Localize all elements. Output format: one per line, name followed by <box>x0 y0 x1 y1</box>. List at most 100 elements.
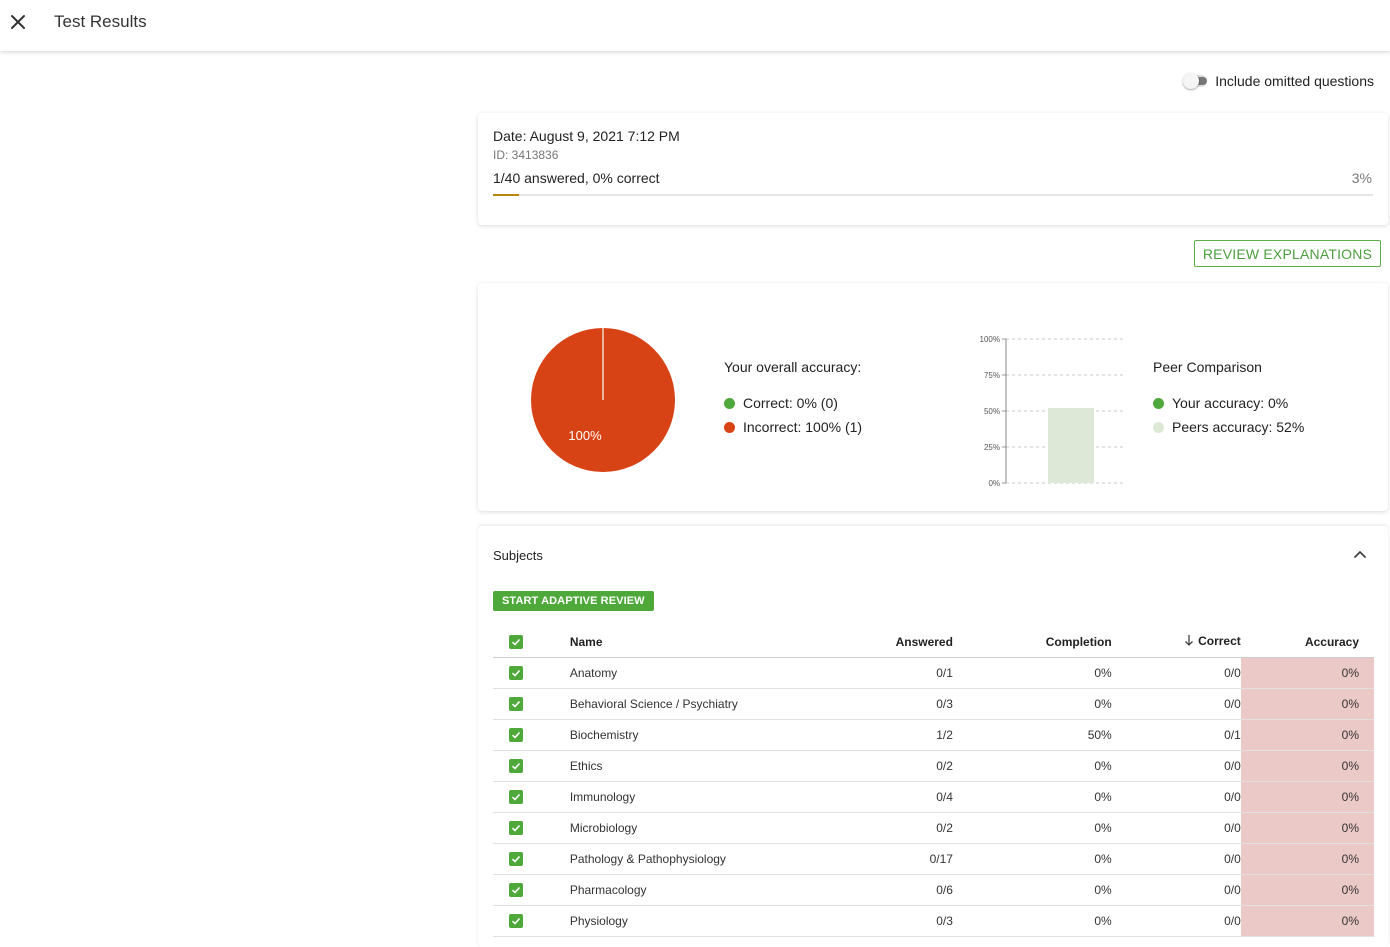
y-tick-label: 25% <box>984 443 1000 452</box>
column-header-correct-label: Correct <box>1198 634 1241 649</box>
subject-answered: 0/2 <box>774 812 953 844</box>
row-checkbox-cell <box>493 812 570 844</box>
sort-down-icon <box>1184 634 1194 649</box>
table-row: Pharmacology 0/6 0% 0/0 0% <box>493 874 1374 906</box>
subject-completion: 0% <box>952 905 1112 937</box>
table-row: Ethics 0/2 0% 0/0 0% <box>493 750 1374 782</box>
select-all-checkbox[interactable] <box>509 635 523 650</box>
include-omitted-toggle[interactable] <box>1183 73 1208 89</box>
y-tick-label: 50% <box>984 407 1000 416</box>
row-checkbox-cell <box>493 905 570 937</box>
row-checkbox[interactable] <box>509 882 523 897</box>
subject-accuracy: 0% <box>1240 812 1374 844</box>
subject-correct: 0/0 <box>1111 657 1241 689</box>
subject-completion: 0% <box>952 657 1112 689</box>
row-checkbox[interactable] <box>509 696 523 711</box>
answered-summary: 1/40 answered, 0% correct <box>493 170 660 186</box>
test-info-card: Date: August 9, 2021 7:12 PM ID: 3413836… <box>478 113 1388 225</box>
subject-answered: 0/6 <box>774 874 953 906</box>
subject-correct: 0/0 <box>1111 905 1241 937</box>
row-checkbox[interactable] <box>509 665 523 680</box>
review-explanations-button[interactable]: REVIEW EXPLANATIONS <box>1194 240 1381 267</box>
page-title: Test Results <box>54 12 147 31</box>
row-checkbox[interactable] <box>509 789 523 804</box>
subject-completion: 0% <box>952 812 1112 844</box>
progress-bar <box>493 194 1373 196</box>
subject-accuracy: 0% <box>1240 781 1374 813</box>
subject-completion: 0% <box>952 781 1112 813</box>
subject-correct: 0/0 <box>1111 688 1241 720</box>
table-row: Anatomy 0/1 0% 0/0 0% <box>493 657 1374 689</box>
table-row: Behavioral Science / Psychiatry 0/3 0% 0/0 0… <box>493 688 1374 720</box>
legend-incorrect: Incorrect: 100% (1) <box>724 415 862 439</box>
column-header-answered[interactable]: Answered <box>774 627 953 658</box>
y-tick-label: 0% <box>988 479 1000 488</box>
subject-name: Microbiology <box>569 812 775 844</box>
row-checkbox-cell <box>493 719 570 751</box>
subjects-table-body: Anatomy 0/1 0% 0/0 0% Behavioral Science / Ps… <box>493 657 1374 937</box>
row-checkbox-cell <box>493 874 570 906</box>
legend-correct-label: Correct: 0% (0) <box>743 395 838 411</box>
subject-accuracy: 0% <box>1240 657 1374 689</box>
y-tick-label: 75% <box>984 371 1000 380</box>
subject-name: Ethics <box>569 750 775 782</box>
progress-fill <box>493 194 520 196</box>
legend-your-accuracy: Your accuracy: 0% <box>1153 391 1304 415</box>
subject-correct: 0/0 <box>1111 750 1241 782</box>
chevron-up-icon[interactable] <box>1352 546 1368 562</box>
row-checkbox[interactable] <box>509 820 523 835</box>
subject-accuracy: 0% <box>1240 750 1374 782</box>
subject-accuracy: 0% <box>1240 843 1374 875</box>
test-date: Date: August 9, 2021 7:12 PM <box>493 128 680 144</box>
pie-data-label: 100% <box>568 428 602 443</box>
toggle-track <box>1193 77 1208 85</box>
subject-completion: 0% <box>952 688 1112 720</box>
column-header-correct[interactable]: Correct <box>1111 627 1241 658</box>
subject-answered: 0/3 <box>774 905 953 937</box>
subject-answered: 0/4 <box>774 781 953 813</box>
row-checkbox-cell <box>493 781 570 813</box>
subject-answered: 1/2 <box>774 719 953 751</box>
subject-name: Pathology & Pathophysiology <box>569 843 775 875</box>
table-row: Physiology 0/3 0% 0/0 0% <box>493 905 1374 937</box>
row-checkbox-cell <box>493 750 570 782</box>
row-checkbox-cell <box>493 657 570 689</box>
close-icon[interactable] <box>8 12 28 32</box>
subject-name: Immunology <box>569 781 775 813</box>
subject-correct: 0/0 <box>1111 843 1241 875</box>
subjects-card: Subjects START ADAPTIVE REVIEW Name Answ… <box>478 526 1388 947</box>
subject-completion: 0% <box>952 750 1112 782</box>
table-row: Immunology 0/4 0% 0/0 0% <box>493 781 1374 813</box>
accuracy-legend: Your overall accuracy: Correct: 0% (0) I… <box>724 359 862 439</box>
subject-completion: 0% <box>952 874 1112 906</box>
subject-name: Pharmacology <box>569 874 775 906</box>
incorrect-dot-icon <box>724 421 735 433</box>
subject-accuracy: 0% <box>1240 905 1374 937</box>
legend-peers-accuracy-label: Peers accuracy: 52% <box>1172 419 1305 435</box>
row-checkbox[interactable] <box>509 758 523 773</box>
row-checkbox-cell <box>493 843 570 875</box>
y-tick-label: 100% <box>980 335 1000 344</box>
include-omitted-label: Include omitted questions <box>1215 73 1374 89</box>
your-accuracy-dot-icon <box>1153 397 1164 409</box>
column-header-completion[interactable]: Completion <box>952 627 1112 658</box>
subject-answered: 0/1 <box>774 657 953 689</box>
start-adaptive-review-button[interactable]: START ADAPTIVE REVIEW <box>493 591 654 611</box>
legend-peers-accuracy: Peers accuracy: 52% <box>1153 415 1304 439</box>
subject-completion: 50% <box>952 719 1112 751</box>
progress-percent: 3% <box>1351 170 1372 186</box>
column-header-name[interactable]: Name <box>569 627 775 658</box>
row-checkbox[interactable] <box>509 727 523 742</box>
row-checkbox[interactable] <box>509 851 523 866</box>
row-checkbox-cell <box>493 688 570 720</box>
subject-correct: 0/1 <box>1111 719 1241 751</box>
correct-dot-icon <box>724 397 735 409</box>
subject-accuracy: 0% <box>1240 874 1374 906</box>
row-checkbox[interactable] <box>509 913 523 928</box>
subject-answered: 0/3 <box>774 688 953 720</box>
legend-incorrect-label: Incorrect: 100% (1) <box>743 419 863 435</box>
subject-name: Physiology <box>569 905 775 937</box>
peers-accuracy-dot-icon <box>1153 421 1164 433</box>
toggle-knob <box>1183 73 1200 89</box>
column-header-accuracy[interactable]: Accuracy <box>1240 627 1374 658</box>
